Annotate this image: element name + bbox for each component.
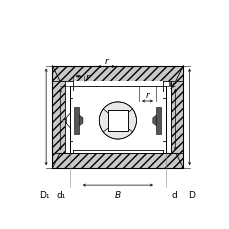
Polygon shape [70,87,165,99]
Text: r: r [104,56,108,65]
Text: r: r [86,72,89,81]
Polygon shape [79,116,83,126]
Polygon shape [72,92,162,150]
Text: d₁: d₁ [56,191,65,199]
Polygon shape [52,66,183,81]
Bar [107,111,128,131]
Text: d: d [171,191,177,199]
Polygon shape [170,81,183,154]
Polygon shape [156,108,161,134]
Polygon shape [152,116,156,126]
Text: r: r [171,80,175,89]
Circle shape [99,102,136,139]
Polygon shape [52,154,183,169]
Polygon shape [52,81,65,154]
Text: B: B [114,190,120,199]
Bar [107,111,128,131]
Polygon shape [70,141,165,154]
Text: D₁: D₁ [39,191,49,199]
Polygon shape [107,111,128,131]
Polygon shape [65,81,170,154]
Polygon shape [74,108,79,134]
Text: D: D [187,191,194,199]
Text: r: r [145,91,149,100]
